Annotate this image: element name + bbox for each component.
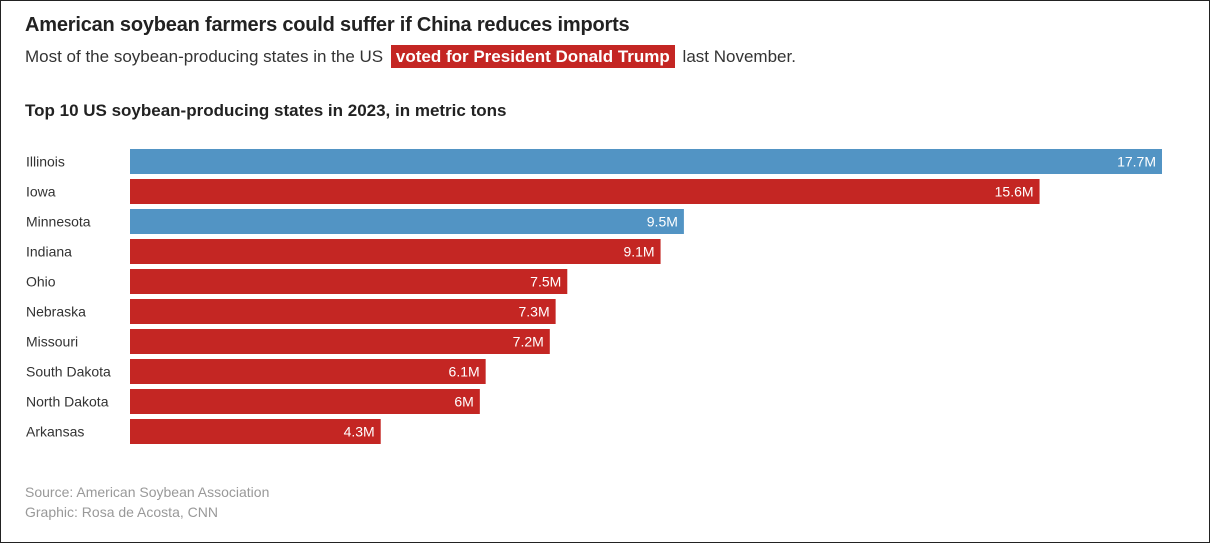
credit-note: Graphic: Rosa de Acosta, CNN [25,504,218,520]
bar [130,239,661,264]
value-label: 6M [454,394,473,410]
category-label: North Dakota [26,394,109,410]
value-label: 17.7M [1117,154,1156,170]
value-label: 4.3M [344,424,375,440]
subtitle: Most of the soybean-producing states in … [25,45,796,68]
category-label: Nebraska [26,304,86,320]
bar [130,149,1162,174]
bar [130,209,684,234]
category-label: Iowa [26,184,56,200]
value-label: 7.3M [519,304,550,320]
value-label: 7.5M [530,274,561,290]
subtitle-after: last November. [682,47,796,66]
category-label: Missouri [26,334,78,350]
category-label: Ohio [26,274,56,290]
value-label: 9.5M [647,214,678,230]
value-label: 6.1M [449,364,480,380]
category-label: Minnesota [26,214,91,230]
category-label: South Dakota [26,364,111,380]
value-label: 7.2M [513,334,544,350]
value-label: 15.6M [995,184,1034,200]
bar [130,419,381,444]
value-label: 9.1M [623,244,654,260]
category-label: Indiana [26,244,72,260]
source-note: Source: American Soybean Association [25,484,270,500]
headline: American soybean farmers could suffer if… [25,14,630,36]
subtitle-highlight: voted for President Donald Trump [390,45,675,68]
subtitle-before: Most of the soybean-producing states in … [25,47,384,66]
chart-title: Top 10 US soybean-producing states in 20… [25,101,507,120]
bar [130,269,568,294]
category-label: Illinois [26,154,65,170]
bar [130,389,480,414]
bar [130,329,550,354]
bar [130,359,486,384]
category-label: Arkansas [26,424,84,440]
bar [130,299,556,324]
bar [130,179,1040,204]
